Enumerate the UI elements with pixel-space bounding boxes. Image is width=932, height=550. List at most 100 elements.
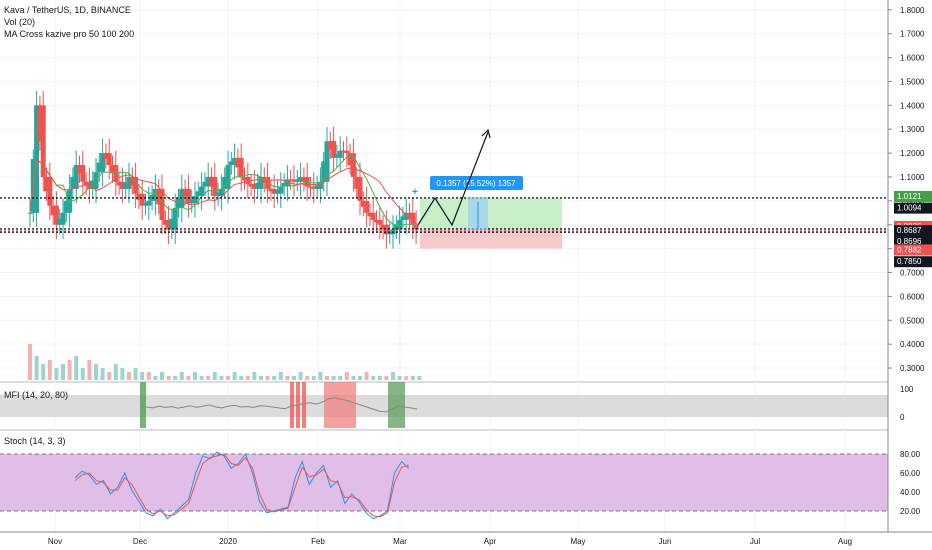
candle-body bbox=[86, 181, 92, 189]
candle-body bbox=[63, 200, 69, 213]
volume-bar bbox=[305, 376, 310, 380]
price-axis[interactable]: 1.8000 1.7000 1.6000 1.5000 1.4000 1.3000 1.20… bbox=[887, 0, 932, 550]
time-tick-label: Dec bbox=[133, 537, 147, 546]
stoch-panel bbox=[0, 451, 888, 520]
volume-bar bbox=[186, 376, 191, 380]
candle-body bbox=[228, 161, 234, 166]
volume-bar bbox=[252, 372, 257, 380]
stoch-legend[interactable]: Stoch (14, 3, 3) bbox=[4, 436, 66, 446]
candle-body bbox=[321, 161, 327, 182]
candle-body bbox=[192, 196, 198, 204]
grid-lines bbox=[0, 0, 888, 532]
forecast-arrowhead bbox=[481, 128, 491, 139]
volume-bar bbox=[80, 368, 85, 380]
volume-bar bbox=[179, 372, 184, 380]
volume-legend[interactable]: Vol (20) bbox=[4, 17, 36, 27]
level-badge bbox=[894, 236, 932, 248]
candle-body bbox=[275, 190, 280, 194]
volume-bar bbox=[364, 372, 369, 380]
ma-legend[interactable]: MA Cross kazive pro 50 100 200 bbox=[4, 29, 135, 39]
candle-body bbox=[139, 193, 145, 206]
candle-body bbox=[341, 150, 346, 152]
candle-body bbox=[70, 176, 76, 189]
volume-bar bbox=[377, 376, 382, 380]
volume-bar bbox=[146, 372, 151, 380]
volume-bar bbox=[74, 356, 79, 380]
mfi-tick-label: 0 bbox=[900, 413, 905, 422]
candle-body bbox=[383, 224, 389, 235]
volume-bar bbox=[166, 376, 171, 380]
volume-bar bbox=[107, 372, 112, 380]
candle-body bbox=[73, 165, 79, 189]
level-badge-label: 1.0094 bbox=[897, 204, 922, 213]
candle-body bbox=[308, 186, 313, 188]
candle-body bbox=[129, 176, 135, 186]
volume-bar bbox=[311, 376, 316, 380]
symbol-legend[interactable]: Kava / TetherUS, 1D, BINANCE bbox=[4, 5, 131, 15]
candle-body bbox=[103, 153, 109, 160]
volume-panel bbox=[28, 344, 422, 380]
candle-body bbox=[291, 179, 297, 182]
candle-body bbox=[288, 179, 294, 181]
candle-body bbox=[334, 154, 340, 158]
mfi-legend[interactable]: MFI (14, 20, 80) bbox=[4, 390, 69, 400]
volume-bar bbox=[199, 376, 204, 380]
candle-body bbox=[377, 219, 383, 225]
candle-body bbox=[123, 182, 129, 189]
candle-body bbox=[126, 176, 132, 189]
candle-body bbox=[83, 181, 89, 186]
candle-body bbox=[248, 184, 254, 187]
volume-bar bbox=[140, 372, 145, 380]
volume-bar bbox=[113, 364, 118, 380]
candle-body bbox=[301, 176, 307, 182]
candle-body bbox=[331, 141, 337, 158]
candle-body bbox=[347, 153, 353, 166]
time-axis[interactable]: Nov Dec 2020 Feb Mar Apr May Jun Jul Aug bbox=[0, 531, 932, 546]
candle-body bbox=[113, 165, 119, 182]
volume-bar bbox=[391, 372, 395, 380]
candle-body bbox=[152, 188, 158, 201]
candle-body bbox=[218, 188, 224, 197]
volume-bar bbox=[41, 364, 46, 380]
candle-body bbox=[133, 176, 139, 194]
candle-body bbox=[37, 105, 43, 142]
candle-body bbox=[393, 224, 399, 230]
candle-body bbox=[410, 212, 416, 225]
candle-body bbox=[364, 200, 370, 213]
volume-bar bbox=[292, 376, 296, 380]
level-badge-label: 1.0121 bbox=[897, 192, 922, 201]
candle-body bbox=[53, 205, 59, 225]
mfi-signal-zone bbox=[302, 382, 306, 428]
volume-bar bbox=[239, 376, 244, 380]
candle-body bbox=[367, 212, 373, 217]
volume-bar bbox=[351, 376, 356, 380]
volume-bar bbox=[397, 376, 402, 380]
volume-bar bbox=[160, 372, 164, 380]
volume-bar bbox=[318, 372, 323, 380]
price-tick-label: 0.3000 bbox=[900, 364, 925, 373]
candle-body bbox=[397, 219, 403, 230]
candle-body bbox=[159, 188, 165, 220]
candle-body bbox=[278, 186, 284, 194]
candle-body bbox=[119, 181, 125, 189]
volume-bar bbox=[298, 372, 303, 380]
candle-body bbox=[294, 179, 300, 182]
stoch-d-line bbox=[74, 453, 409, 518]
candle-body bbox=[143, 203, 148, 206]
volume-bar bbox=[331, 376, 336, 380]
axis-background bbox=[888, 0, 932, 550]
candle-body bbox=[370, 212, 376, 220]
candle-body bbox=[380, 224, 386, 230]
level-badge-label: 0.7850 bbox=[897, 257, 922, 266]
candle-body bbox=[327, 141, 333, 150]
time-tick-label: Mar bbox=[393, 537, 407, 546]
candle-body bbox=[268, 188, 274, 192]
candle-body bbox=[100, 153, 106, 173]
volume-bar bbox=[61, 364, 65, 380]
level-badge-label: 0.7882 bbox=[897, 245, 922, 254]
candle-body bbox=[360, 200, 366, 207]
price-panel[interactable]: 0.1357 (15.52%) 1357 + bbox=[0, 90, 888, 249]
price-tick-label: 1.3000 bbox=[900, 125, 925, 134]
volume-bar bbox=[206, 376, 211, 380]
